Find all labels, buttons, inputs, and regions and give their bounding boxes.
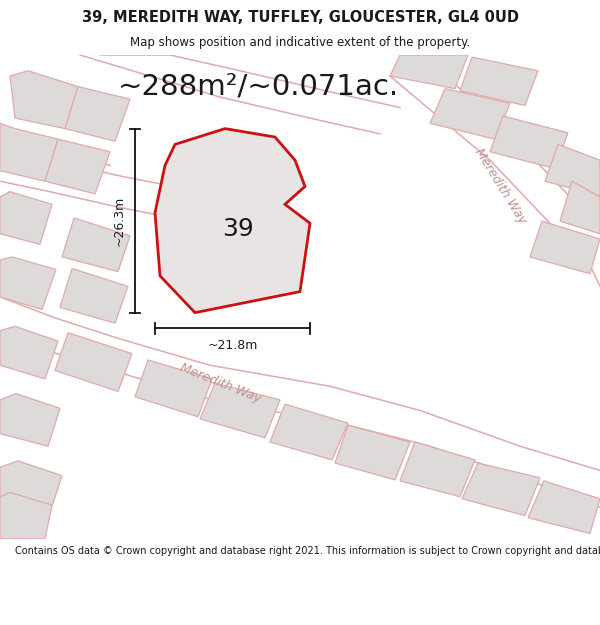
- Polygon shape: [430, 89, 510, 139]
- Text: 39, MEREDITH WAY, TUFFLEY, GLOUCESTER, GL4 0UD: 39, MEREDITH WAY, TUFFLEY, GLOUCESTER, G…: [82, 10, 518, 25]
- Polygon shape: [530, 221, 600, 274]
- Polygon shape: [545, 144, 600, 196]
- Text: ~26.3m: ~26.3m: [113, 196, 126, 246]
- Polygon shape: [135, 360, 212, 417]
- Polygon shape: [270, 404, 348, 460]
- Text: ~21.8m: ~21.8m: [208, 339, 257, 352]
- Polygon shape: [60, 269, 128, 323]
- Polygon shape: [55, 332, 132, 391]
- Text: ~288m²/~0.071ac.: ~288m²/~0.071ac.: [118, 72, 399, 101]
- Polygon shape: [65, 86, 130, 141]
- Polygon shape: [462, 463, 540, 516]
- Polygon shape: [0, 326, 58, 379]
- Polygon shape: [0, 123, 58, 181]
- Text: Map shows position and indicative extent of the property.: Map shows position and indicative extent…: [130, 36, 470, 49]
- Polygon shape: [0, 394, 60, 446]
- Polygon shape: [335, 425, 410, 480]
- Polygon shape: [0, 461, 62, 512]
- Polygon shape: [155, 129, 310, 312]
- Polygon shape: [45, 139, 110, 194]
- Polygon shape: [0, 492, 52, 539]
- Polygon shape: [490, 116, 568, 169]
- Text: Contains OS data © Crown copyright and database right 2021. This information is : Contains OS data © Crown copyright and d…: [15, 546, 600, 556]
- Polygon shape: [0, 192, 52, 244]
- Polygon shape: [400, 442, 475, 497]
- Polygon shape: [460, 57, 538, 106]
- Text: Meredith Way: Meredith Way: [178, 361, 262, 405]
- Polygon shape: [390, 55, 468, 89]
- Text: Meredith Way: Meredith Way: [472, 146, 529, 226]
- Polygon shape: [528, 481, 600, 534]
- Polygon shape: [0, 257, 56, 309]
- Polygon shape: [560, 181, 600, 234]
- Polygon shape: [200, 383, 280, 438]
- Text: 39: 39: [222, 216, 254, 241]
- Polygon shape: [62, 218, 130, 272]
- Polygon shape: [10, 71, 78, 129]
